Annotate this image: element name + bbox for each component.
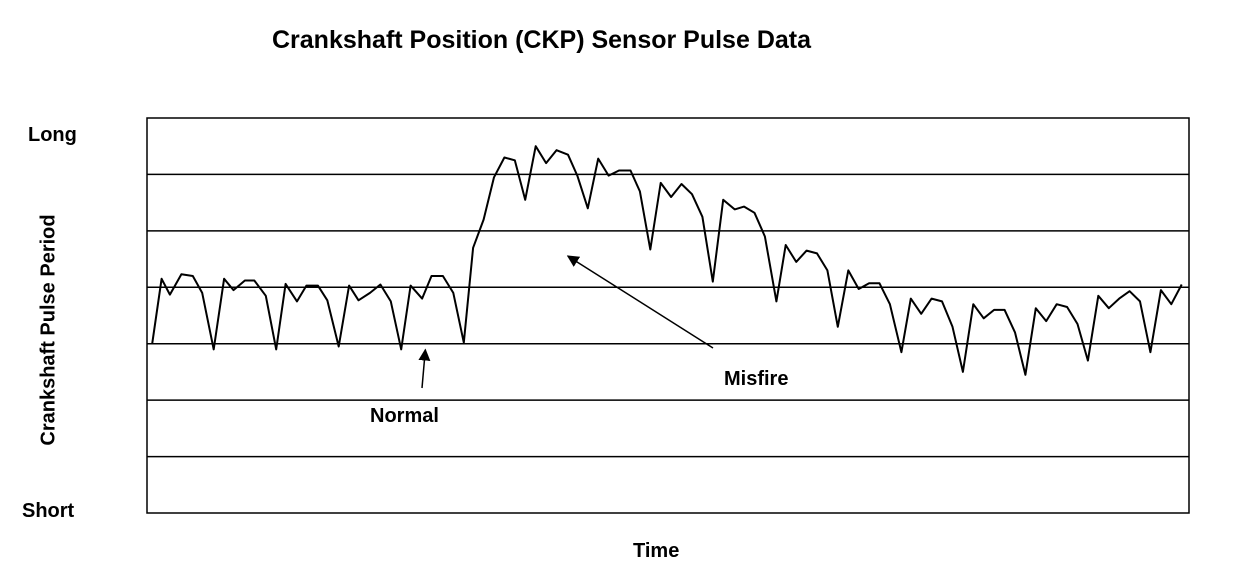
x-axis-title: Time (633, 540, 680, 562)
y-axis-top-label: Long (28, 124, 77, 146)
plot-frame (146, 117, 1190, 514)
grid-lines (147, 173, 1189, 458)
pulse-series-line (151, 145, 1183, 376)
y-axis-bottom-label: Short (22, 500, 75, 522)
annotation-normal: Normal (370, 405, 439, 427)
annotation-misfire: Misfire (724, 368, 789, 390)
chart-title: Crankshaft Position (CKP) Sensor Pulse D… (272, 26, 812, 54)
annotation-arrow-misfire (566, 255, 714, 349)
annotation-arrow-normal (418, 348, 431, 389)
